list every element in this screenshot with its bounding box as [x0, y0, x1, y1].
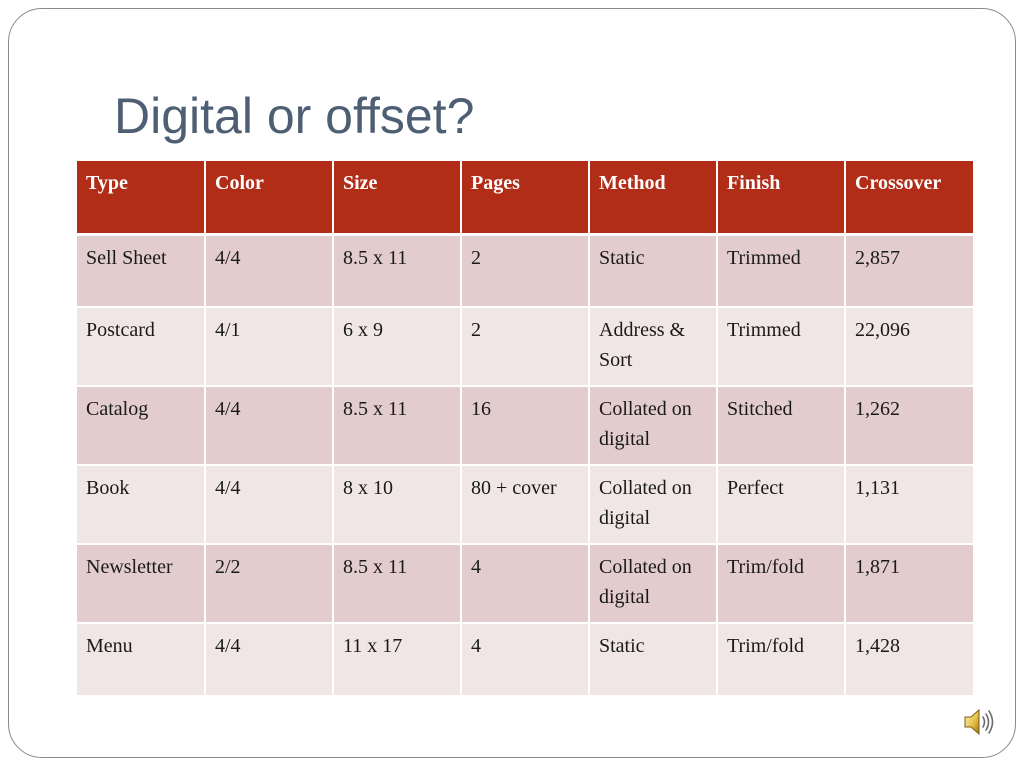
cell-finish: Trim/fold	[717, 623, 846, 697]
cell-method: Static	[589, 234, 718, 308]
cell-pages: 4	[461, 544, 590, 624]
cell-type: Menu	[77, 623, 206, 697]
cell-finish: Trimmed	[717, 307, 846, 387]
cell-color: 2/2	[205, 544, 334, 624]
cell-pages: 2	[461, 234, 590, 308]
cell-color: 4/4	[205, 386, 334, 466]
column-header-finish: Finish	[717, 161, 846, 236]
cell-type: Newsletter	[77, 544, 206, 624]
table-row: Newsletter 2/2 8.5 x 11 4 Collated on di…	[77, 544, 973, 624]
cell-color: 4/4	[205, 234, 334, 308]
cell-size: 8.5 x 11	[333, 386, 462, 466]
column-header-pages: Pages	[461, 161, 590, 236]
comparison-table: Type Color Size Pages Method Finish Cros…	[77, 161, 973, 697]
cell-crossover: 1,262	[845, 386, 973, 466]
table-row: Catalog 4/4 8.5 x 11 16 Collated on digi…	[77, 386, 973, 466]
cell-method: Collated on digital	[589, 544, 718, 624]
cell-pages: 4	[461, 623, 590, 697]
cell-crossover: 1,131	[845, 465, 973, 545]
cell-type: Catalog	[77, 386, 206, 466]
cell-size: 8 x 10	[333, 465, 462, 545]
cell-crossover: 22,096	[845, 307, 973, 387]
column-header-size: Size	[333, 161, 462, 236]
cell-size: 8.5 x 11	[333, 544, 462, 624]
cell-finish: Stitched	[717, 386, 846, 466]
cell-method: Collated on digital	[589, 465, 718, 545]
cell-type: Book	[77, 465, 206, 545]
column-header-method: Method	[589, 161, 718, 236]
cell-finish: Trimmed	[717, 234, 846, 308]
table-row: Sell Sheet 4/4 8.5 x 11 2 Static Trimmed…	[77, 234, 973, 308]
cell-crossover: 1,428	[845, 623, 973, 697]
cell-method: Address & Sort	[589, 307, 718, 387]
speaker-icon[interactable]	[962, 705, 996, 739]
table-row: Menu 4/4 11 x 17 4 Static Trim/fold 1,42…	[77, 623, 973, 697]
cell-pages: 2	[461, 307, 590, 387]
cell-type: Sell Sheet	[77, 234, 206, 308]
cell-finish: Trim/fold	[717, 544, 846, 624]
column-header-type: Type	[77, 161, 206, 236]
cell-color: 4/1	[205, 307, 334, 387]
cell-type: Postcard	[77, 307, 206, 387]
cell-size: 11 x 17	[333, 623, 462, 697]
cell-size: 6 x 9	[333, 307, 462, 387]
column-header-crossover: Crossover	[845, 161, 973, 236]
cell-method: Collated on digital	[589, 386, 718, 466]
cell-crossover: 2,857	[845, 234, 973, 308]
cell-color: 4/4	[205, 465, 334, 545]
table-row: Postcard 4/1 6 x 9 2 Address & Sort Trim…	[77, 307, 973, 387]
cell-size: 8.5 x 11	[333, 234, 462, 308]
cell-finish: Perfect	[717, 465, 846, 545]
column-header-color: Color	[205, 161, 334, 236]
cell-pages: 80 + cover	[461, 465, 590, 545]
table-header-row: Type Color Size Pages Method Finish Cros…	[77, 161, 973, 236]
cell-method: Static	[589, 623, 718, 697]
table-row: Book 4/4 8 x 10 80 + cover Collated on d…	[77, 465, 973, 545]
slide-title: Digital or offset?	[114, 88, 475, 144]
cell-color: 4/4	[205, 623, 334, 697]
cell-pages: 16	[461, 386, 590, 466]
cell-crossover: 1,871	[845, 544, 973, 624]
